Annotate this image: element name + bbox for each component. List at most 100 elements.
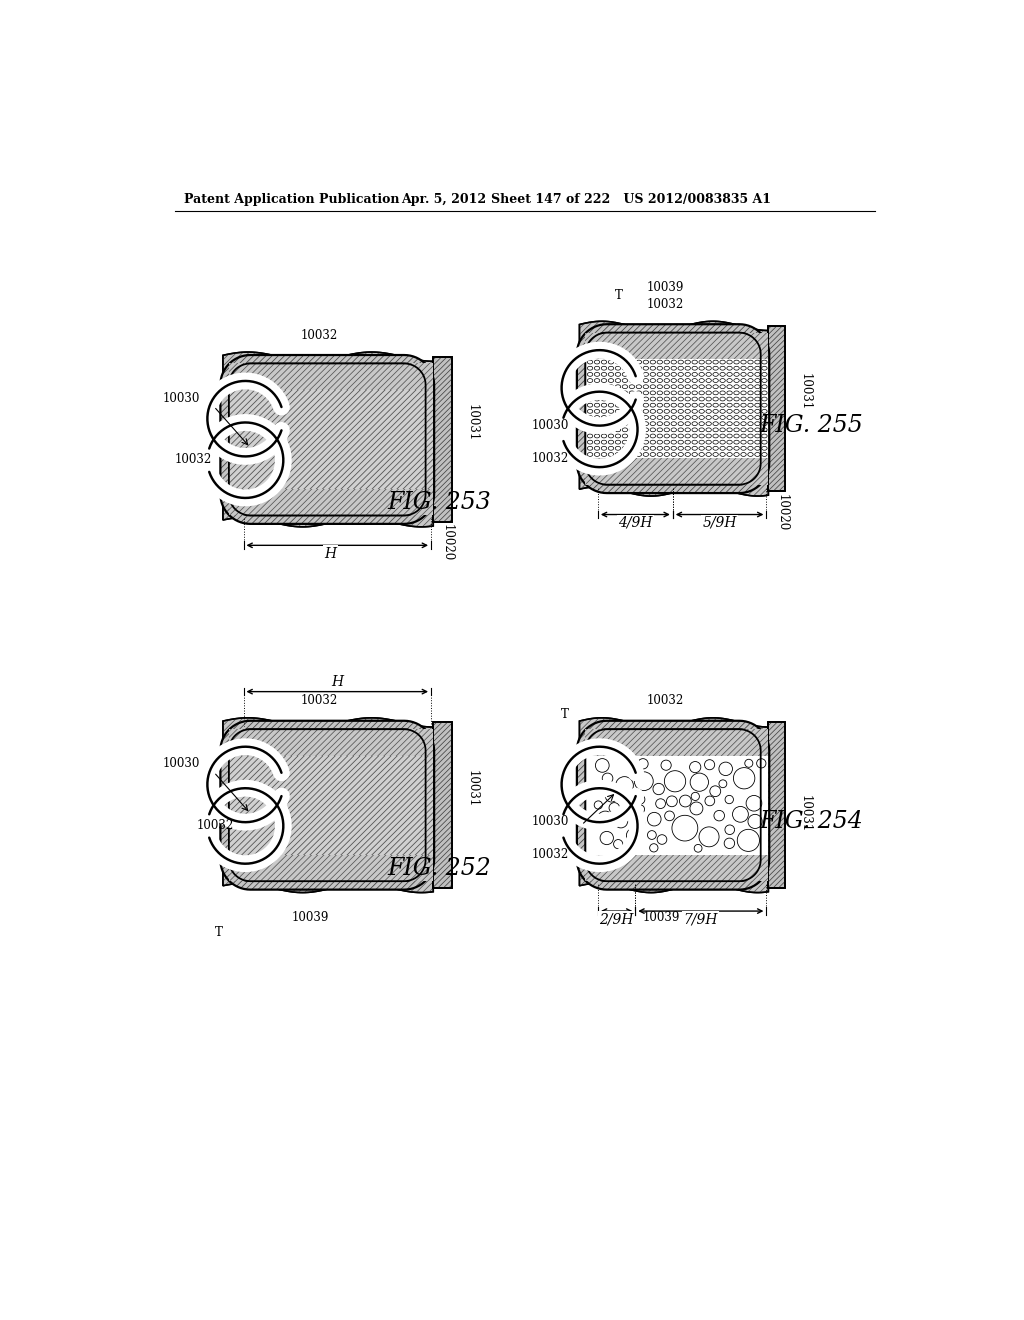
Ellipse shape (692, 409, 697, 413)
Ellipse shape (671, 360, 677, 364)
Ellipse shape (665, 422, 671, 425)
Ellipse shape (650, 434, 655, 438)
Ellipse shape (679, 446, 684, 450)
Ellipse shape (651, 441, 656, 444)
Circle shape (719, 780, 727, 788)
Ellipse shape (721, 441, 726, 444)
Ellipse shape (624, 409, 629, 413)
Circle shape (597, 810, 613, 828)
Ellipse shape (706, 428, 712, 432)
Ellipse shape (651, 453, 656, 457)
Ellipse shape (749, 397, 755, 401)
Text: FIG. 252: FIG. 252 (388, 857, 492, 879)
Ellipse shape (672, 441, 678, 444)
Ellipse shape (623, 367, 628, 370)
Ellipse shape (623, 360, 628, 364)
Ellipse shape (602, 360, 607, 364)
Ellipse shape (720, 385, 725, 388)
Circle shape (634, 772, 653, 791)
Ellipse shape (672, 422, 678, 425)
Ellipse shape (735, 416, 740, 420)
Ellipse shape (636, 428, 642, 432)
Ellipse shape (692, 367, 697, 370)
Ellipse shape (588, 428, 593, 432)
Polygon shape (223, 490, 433, 527)
Ellipse shape (602, 372, 607, 376)
Ellipse shape (616, 446, 622, 450)
Ellipse shape (629, 397, 635, 401)
Text: Sheet 147 of 222   US 2012/0083835 A1: Sheet 147 of 222 US 2012/0083835 A1 (490, 194, 771, 206)
Ellipse shape (609, 416, 614, 420)
Ellipse shape (678, 428, 683, 432)
Ellipse shape (624, 441, 629, 444)
Ellipse shape (657, 367, 663, 370)
Ellipse shape (699, 379, 705, 383)
Circle shape (665, 771, 686, 792)
Ellipse shape (636, 409, 642, 413)
Ellipse shape (707, 391, 713, 395)
Circle shape (602, 774, 612, 784)
Ellipse shape (636, 404, 642, 407)
Ellipse shape (714, 372, 719, 376)
Ellipse shape (650, 446, 655, 450)
Polygon shape (586, 729, 761, 882)
Ellipse shape (595, 404, 601, 407)
Ellipse shape (609, 404, 614, 407)
Ellipse shape (658, 372, 664, 376)
Ellipse shape (609, 379, 614, 383)
Ellipse shape (735, 428, 740, 432)
Ellipse shape (735, 441, 740, 444)
Circle shape (694, 845, 702, 853)
Ellipse shape (707, 409, 713, 413)
Ellipse shape (594, 409, 600, 413)
Circle shape (675, 797, 684, 807)
Ellipse shape (686, 453, 691, 457)
Circle shape (680, 795, 691, 807)
Ellipse shape (749, 379, 755, 383)
Polygon shape (586, 755, 768, 855)
Circle shape (689, 762, 700, 772)
Ellipse shape (615, 360, 621, 364)
Ellipse shape (720, 422, 725, 425)
Ellipse shape (602, 391, 607, 395)
Ellipse shape (699, 416, 705, 420)
Ellipse shape (721, 416, 726, 420)
Ellipse shape (756, 446, 761, 450)
Ellipse shape (728, 391, 733, 395)
Ellipse shape (582, 441, 587, 444)
Ellipse shape (741, 416, 748, 420)
Ellipse shape (700, 379, 706, 383)
Ellipse shape (608, 367, 613, 370)
Ellipse shape (748, 360, 754, 364)
Text: 10020: 10020 (775, 494, 788, 531)
Ellipse shape (643, 379, 648, 383)
Ellipse shape (630, 446, 636, 450)
Ellipse shape (643, 367, 648, 370)
Ellipse shape (756, 416, 761, 420)
Ellipse shape (616, 360, 622, 364)
Ellipse shape (762, 397, 767, 401)
Ellipse shape (692, 360, 697, 364)
Circle shape (588, 789, 598, 799)
Ellipse shape (608, 441, 613, 444)
Ellipse shape (650, 453, 655, 457)
Ellipse shape (692, 453, 697, 457)
Ellipse shape (671, 379, 677, 383)
Ellipse shape (665, 360, 670, 364)
Ellipse shape (734, 367, 739, 370)
Ellipse shape (693, 422, 698, 425)
Ellipse shape (714, 446, 719, 450)
Ellipse shape (595, 441, 601, 444)
Ellipse shape (714, 416, 719, 420)
Ellipse shape (714, 428, 719, 432)
Text: Patent Application Publication: Patent Application Publication (183, 194, 399, 206)
Ellipse shape (608, 428, 613, 432)
Ellipse shape (594, 446, 600, 450)
Ellipse shape (629, 391, 635, 395)
Circle shape (725, 796, 733, 804)
Ellipse shape (679, 391, 684, 395)
Ellipse shape (679, 367, 684, 370)
Ellipse shape (700, 409, 706, 413)
Ellipse shape (755, 422, 760, 425)
Ellipse shape (685, 379, 690, 383)
